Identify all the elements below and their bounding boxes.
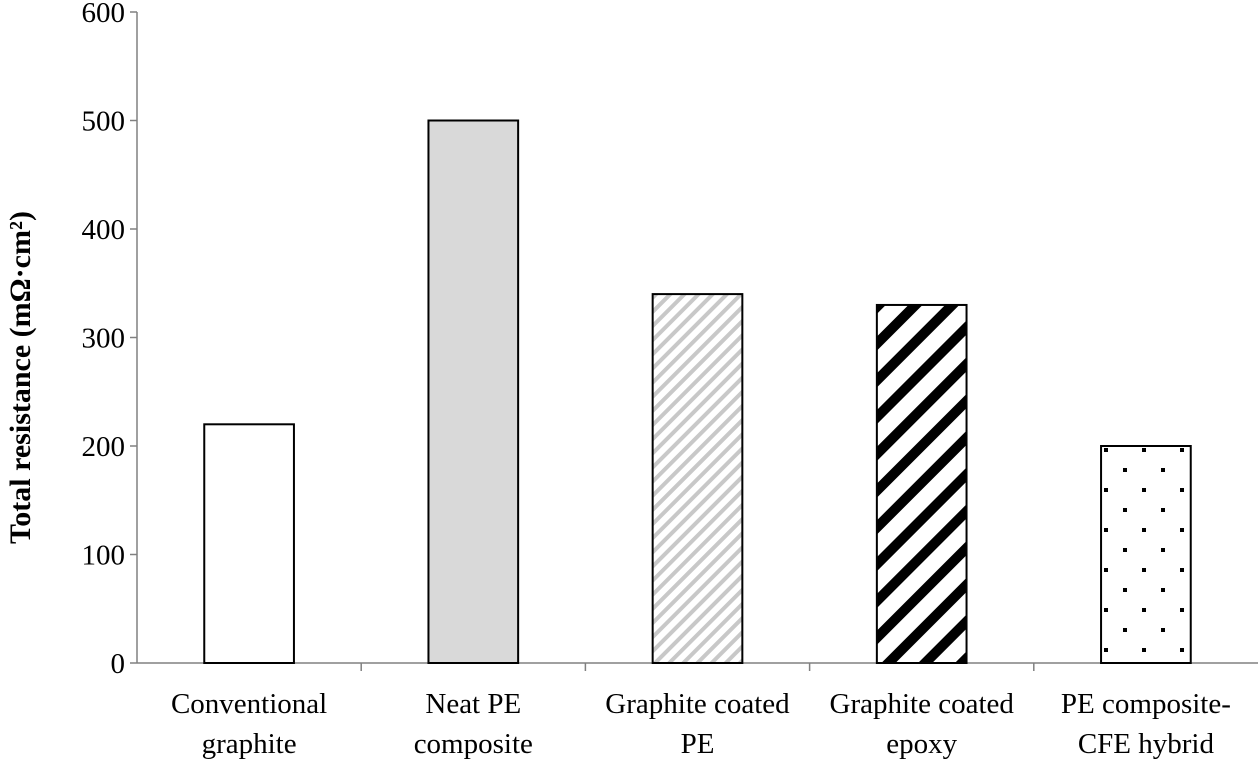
bar-3 xyxy=(875,303,968,664)
y-tick-label: 300 xyxy=(82,323,126,355)
y-tick-label: 0 xyxy=(111,648,126,680)
x-category-label: graphite xyxy=(202,728,297,760)
y-tick-label: 400 xyxy=(82,214,126,246)
y-tick-label: 600 xyxy=(82,0,126,29)
x-category-label: Conventional xyxy=(171,688,327,720)
x-category-label: Graphite coated xyxy=(605,688,790,720)
y-tick-label: 500 xyxy=(82,106,126,138)
labels-group: 0 100 200 300 400 500 600 Conventional graphite N… xyxy=(4,0,1231,760)
y-tick-label: 200 xyxy=(82,431,126,463)
bar-1 xyxy=(427,119,520,664)
y-tick-label: 100 xyxy=(82,540,126,572)
x-category-label: composite xyxy=(414,728,533,760)
x-category-label: Neat PE xyxy=(425,688,521,720)
x-category-label: CFE hybrid xyxy=(1078,728,1215,760)
bar-0 xyxy=(203,423,295,664)
x-category-label: epoxy xyxy=(886,728,957,760)
bar-4 xyxy=(1100,445,1192,664)
x-category-label: Graphite coated xyxy=(830,688,1015,720)
bars-group xyxy=(203,119,1192,664)
bar-2 xyxy=(651,293,744,664)
x-category-label: PE composite- xyxy=(1061,688,1231,720)
x-category-label: PE xyxy=(681,728,715,760)
y-axis-title: Total resistance (mΩ·cm²) xyxy=(4,211,37,544)
